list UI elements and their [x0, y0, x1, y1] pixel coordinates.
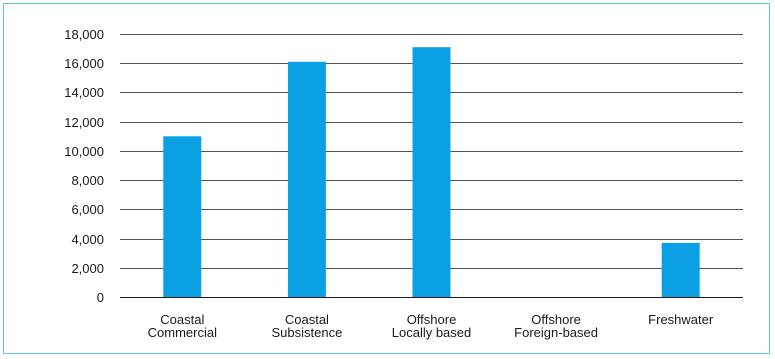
x-category-label-line: Commercial: [148, 325, 217, 340]
bar: [287, 61, 326, 297]
x-category-label: Offshore Locally based: [392, 312, 472, 340]
y-tick-label: 18,000: [64, 27, 104, 42]
x-category-label: Coastal Commercial: [148, 312, 217, 340]
y-axis-tick-labels: 0 2,000 4,000 6,000 8,000 10,000 12,000 14,000 1…: [64, 27, 104, 305]
x-category-label-line: Locally based: [392, 325, 472, 340]
y-tick-label: 10,000: [64, 144, 104, 159]
x-category-label-line: Freshwater: [648, 312, 714, 327]
y-tick-label: 6,000: [71, 202, 104, 217]
y-tick-label: 0: [97, 290, 104, 305]
bar: [661, 242, 700, 297]
bar: [163, 136, 202, 297]
bars: [163, 47, 700, 298]
x-category-label-line: Coastal: [160, 312, 204, 327]
x-category-label-line: Subsistence: [271, 325, 342, 340]
x-category-label-line: Foreign-based: [514, 325, 598, 340]
y-tick-label: 4,000: [71, 232, 104, 247]
x-category-label: Coastal Subsistence: [271, 312, 342, 340]
y-tick-label: 14,000: [64, 85, 104, 100]
y-tick-label: 12,000: [64, 115, 104, 130]
chart-frame: [3, 3, 770, 354]
x-category-label-line: Offshore: [407, 312, 457, 327]
bar: [412, 47, 451, 298]
x-category-label-line: Offshore: [531, 312, 581, 327]
x-category-label: Freshwater: [648, 312, 714, 327]
y-tick-label: 16,000: [64, 56, 104, 71]
y-tick-label: 8,000: [71, 173, 104, 188]
x-category-label-line: Coastal: [285, 312, 329, 327]
y-tick-label: 2,000: [71, 261, 104, 276]
x-category-label: Offshore Foreign-based: [514, 312, 598, 340]
